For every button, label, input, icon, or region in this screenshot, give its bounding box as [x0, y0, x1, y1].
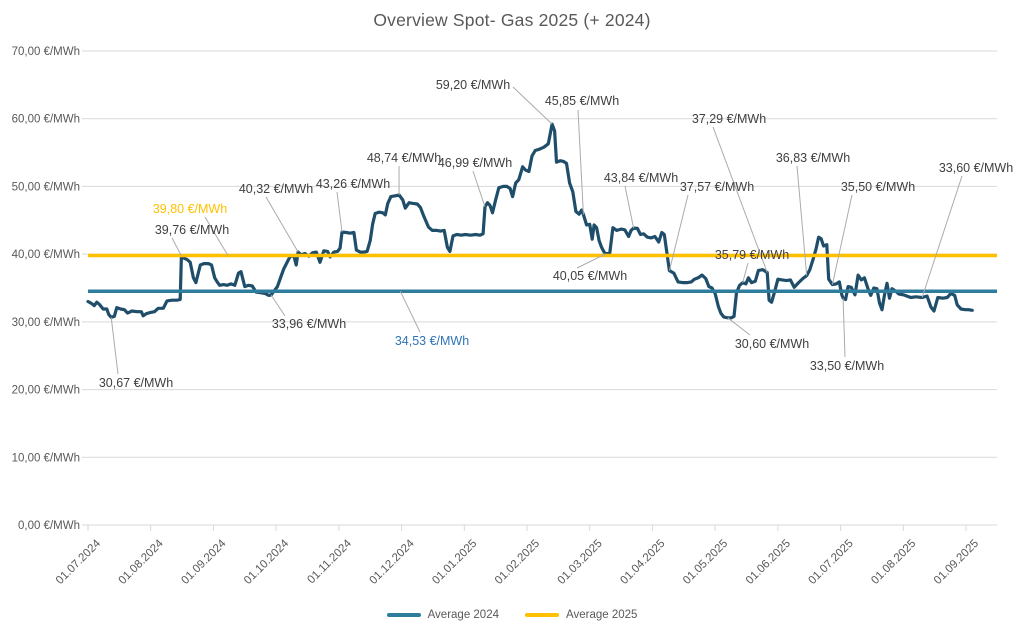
- price-chart: 0,00 €/MWh 10,00 €/MWh 20,00 €/MWh 30,00 €/…: [12, 46, 1014, 587]
- annotation-leader: [171, 237, 182, 257]
- annotation-leader: [270, 294, 286, 317]
- annotation-label: 43,84 €/MWh: [604, 171, 678, 185]
- annotation-leader: [204, 216, 229, 256]
- annotation-leader: [831, 194, 853, 285]
- y-axis-label: 30,00 €/MWh: [12, 317, 80, 329]
- annotation-label: 39,76 €/MWh: [155, 223, 229, 237]
- annotation-leader: [742, 262, 749, 283]
- annotation-label: 34,53 €/MWh: [395, 334, 469, 348]
- annotation-leader: [472, 170, 486, 207]
- y-axis-label: 0,00 €/MWh: [18, 520, 80, 532]
- annotation-leader: [921, 175, 963, 298]
- y-axis-label: 20,00 €/MWh: [12, 385, 80, 397]
- x-axis-label: 01.01.2025: [430, 538, 479, 587]
- annotation-label: 48,74 €/MWh: [367, 151, 441, 165]
- x-axis-label: 01.07.2025: [807, 538, 856, 587]
- average-2024-swatch: [386, 613, 421, 617]
- x-axis-label: 01.06.2025: [744, 538, 793, 587]
- annotation-label: 43,26 €/MWh: [316, 177, 390, 191]
- y-axis-label: 50,00 €/MWh: [12, 181, 80, 193]
- annotation-label: 33,96 €/MWh: [272, 317, 346, 331]
- x-axis-label: 01.03.2025: [556, 538, 605, 587]
- annotation-leader: [624, 185, 635, 229]
- x-axis-label: 01.09.2025: [932, 538, 981, 587]
- x-axis-label: 01.08.2024: [117, 537, 167, 587]
- y-axis-label: 10,00 €/MWh: [12, 452, 80, 464]
- x-axis-label: 01.08.2025: [869, 538, 918, 587]
- x-axis-label: 01.12.2024: [368, 537, 418, 587]
- annotation-label: 39,80 €/MWh: [153, 202, 227, 216]
- x-axis-label: 01.05.2025: [681, 538, 730, 587]
- legend-label-average-2024: Average 2024: [427, 609, 499, 621]
- x-axis-label: 01.11.2024: [305, 537, 354, 586]
- average-2025-swatch: [525, 613, 559, 617]
- annotation-label: 36,83 €/MWh: [776, 151, 850, 165]
- annotation-leader: [265, 196, 299, 253]
- legend-item-average-2025: Average 2025: [525, 609, 637, 621]
- legend-label-average-2025: Average 2025: [566, 609, 638, 621]
- annotation-leader: [512, 86, 553, 125]
- annotation-leader: [399, 290, 421, 333]
- x-axis-label: 01.10.2024: [242, 537, 292, 587]
- annotation-leader: [796, 165, 808, 276]
- y-axis-label: 70,00 €/MWh: [12, 46, 80, 58]
- annotation-label: 59,20 €/MWh: [436, 78, 510, 92]
- annotation-label: 45,85 €/MWh: [545, 94, 619, 108]
- annotation-leader: [336, 191, 343, 233]
- y-axis-label: 40,00 €/MWh: [12, 249, 80, 261]
- annotation-leader: [576, 253, 607, 269]
- chart-legend: Average 2024 Average 2025: [0, 609, 1024, 621]
- annotation-leader: [577, 109, 584, 215]
- annotation-leader: [110, 317, 119, 375]
- annotation-label: 37,57 €/MWh: [680, 180, 754, 194]
- x-axis-label: 01.02.2025: [493, 538, 542, 587]
- annotation-label: 40,05 €/MWh: [553, 269, 627, 283]
- annotation-leader: [727, 317, 751, 336]
- y-axis-label: 60,00 €/MWh: [12, 114, 80, 126]
- x-axis-label: 01.04.2025: [618, 538, 667, 587]
- annotation-label: 33,50 €/MWh: [810, 359, 884, 373]
- annotation-leader: [668, 194, 689, 271]
- chart-title: Overview Spot- Gas 2025 (+ 2024): [373, 10, 651, 30]
- annotation-label: 30,67 €/MWh: [99, 376, 173, 390]
- x-axis-label: 01.07.2024: [54, 537, 104, 587]
- annotation-label: 33,60 €/MWh: [939, 161, 1013, 175]
- annotation-label: 46,99 €/MWh: [438, 156, 512, 170]
- annotation-label: 40,32 €/MWh: [239, 182, 313, 196]
- annotation-leader: [712, 126, 768, 273]
- x-axis-label: 01.09.2024: [179, 537, 229, 587]
- annotation-label: 35,50 €/MWh: [841, 180, 915, 194]
- annotation-label: 35,79 €/MWh: [715, 248, 789, 262]
- annotation-leader: [842, 298, 846, 358]
- legend-item-average-2024: Average 2024: [386, 609, 499, 621]
- annotation-label: 30,60 €/MWh: [735, 337, 809, 351]
- annotation-label: 37,29 €/MWh: [692, 112, 766, 126]
- spot-price-line: [86, 122, 974, 320]
